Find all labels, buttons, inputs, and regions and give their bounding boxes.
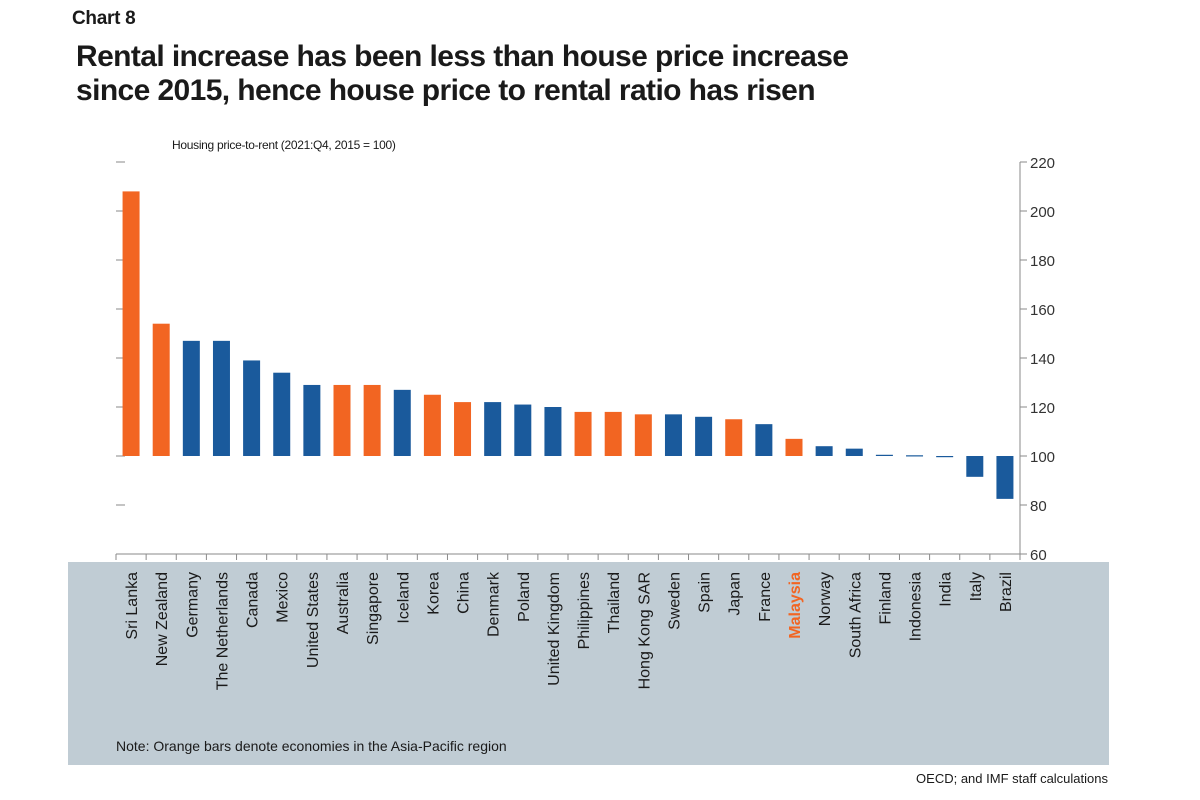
x-category-label: United States	[305, 572, 322, 668]
x-category-label: Sri Lanka	[124, 572, 141, 640]
y-tick-label: 180	[1030, 253, 1055, 270]
y-tick-label: 160	[1030, 302, 1055, 319]
bar-mexico	[273, 372, 291, 456]
bar-japan	[725, 419, 743, 456]
bar-malaysia	[785, 438, 803, 456]
y-tick-label: 120	[1030, 400, 1055, 417]
bar-norway	[815, 446, 833, 456]
bar-united-kingdom	[544, 407, 562, 456]
x-category-label: South Africa	[847, 572, 864, 658]
x-category-label: Korea	[425, 572, 442, 615]
bar-canada	[243, 360, 261, 456]
bar-new-zealand	[152, 323, 170, 456]
y-tick-label: 100	[1030, 449, 1055, 466]
bar-france	[755, 424, 773, 456]
chart-title: Rental increase has been less than house…	[76, 40, 1136, 108]
x-category-label: Spain	[697, 572, 714, 613]
bar-brazil	[996, 456, 1014, 499]
x-category-label: Hong Kong SAR	[636, 572, 653, 689]
bar-spain	[695, 416, 713, 456]
bar-china	[454, 402, 472, 456]
bar-united-states	[303, 384, 321, 456]
x-category-label: Japan	[727, 572, 744, 616]
x-category-label: Denmark	[486, 571, 503, 637]
bar-finland	[875, 454, 893, 456]
x-category-label: Canada	[245, 572, 262, 628]
x-category-label: Australia	[335, 572, 352, 634]
y-tick-label: 80	[1030, 498, 1047, 515]
bar-singapore	[363, 384, 381, 456]
bar-germany	[182, 340, 200, 456]
bar-sri-lanka	[122, 191, 140, 456]
bar-australia	[333, 384, 351, 456]
x-category-label: Norway	[817, 572, 834, 626]
x-category-label: Iceland	[395, 572, 412, 624]
x-category-label: India	[938, 572, 955, 607]
y-tick-label: 200	[1030, 204, 1055, 221]
x-category-label: United Kingdom	[546, 572, 563, 686]
x-category-label: Thailand	[606, 572, 623, 633]
category-label-band	[68, 562, 1109, 765]
x-category-label: Brazil	[998, 572, 1015, 612]
x-category-label: China	[456, 572, 473, 614]
x-category-label: Malaysia	[787, 572, 804, 639]
y-tick-label: 220	[1030, 155, 1055, 172]
x-category-label: Poland	[516, 572, 533, 622]
bar-thailand	[604, 411, 622, 456]
x-category-label: New Zealand	[154, 572, 171, 666]
x-category-label: Mexico	[275, 572, 292, 623]
bar-poland	[514, 404, 532, 456]
bar-denmark	[484, 402, 502, 456]
y-tick-label: 60	[1030, 547, 1047, 564]
chart-number: Chart 8	[72, 8, 136, 29]
title-line-1: Rental increase has been less than house…	[76, 40, 849, 73]
x-category-label: Sweden	[666, 572, 683, 630]
bar-korea	[423, 394, 441, 456]
x-category-label: Germany	[184, 572, 201, 638]
title-line-2: since 2015, hence house price to rental …	[76, 74, 816, 107]
x-category-label: France	[757, 572, 774, 622]
bar-india	[936, 456, 954, 458]
bar-iceland	[393, 389, 411, 456]
bar-hong-kong-sar	[634, 414, 652, 456]
bar-philippines	[574, 411, 592, 456]
x-category-label: Italy	[968, 572, 985, 601]
bar-the-netherlands	[212, 340, 230, 456]
chart-source: OECD; and IMF staff calculations	[916, 771, 1108, 786]
x-category-label: Singapore	[365, 572, 382, 645]
bar-italy	[966, 456, 984, 477]
y-axis-label: Housing price-to-rent (2021:Q4, 2015 = 1…	[172, 138, 396, 152]
x-category-label: The Netherlands	[214, 572, 231, 690]
bar-sweden	[664, 414, 682, 456]
bar-south-africa	[845, 448, 863, 456]
chart-note: Note: Orange bars denote economies in th…	[116, 738, 507, 754]
x-category-label: Indonesia	[908, 572, 925, 641]
x-category-label: Philippines	[576, 572, 593, 649]
y-tick-label: 140	[1030, 351, 1055, 368]
x-category-label: Finland	[877, 572, 894, 624]
bar-indonesia	[906, 455, 924, 457]
